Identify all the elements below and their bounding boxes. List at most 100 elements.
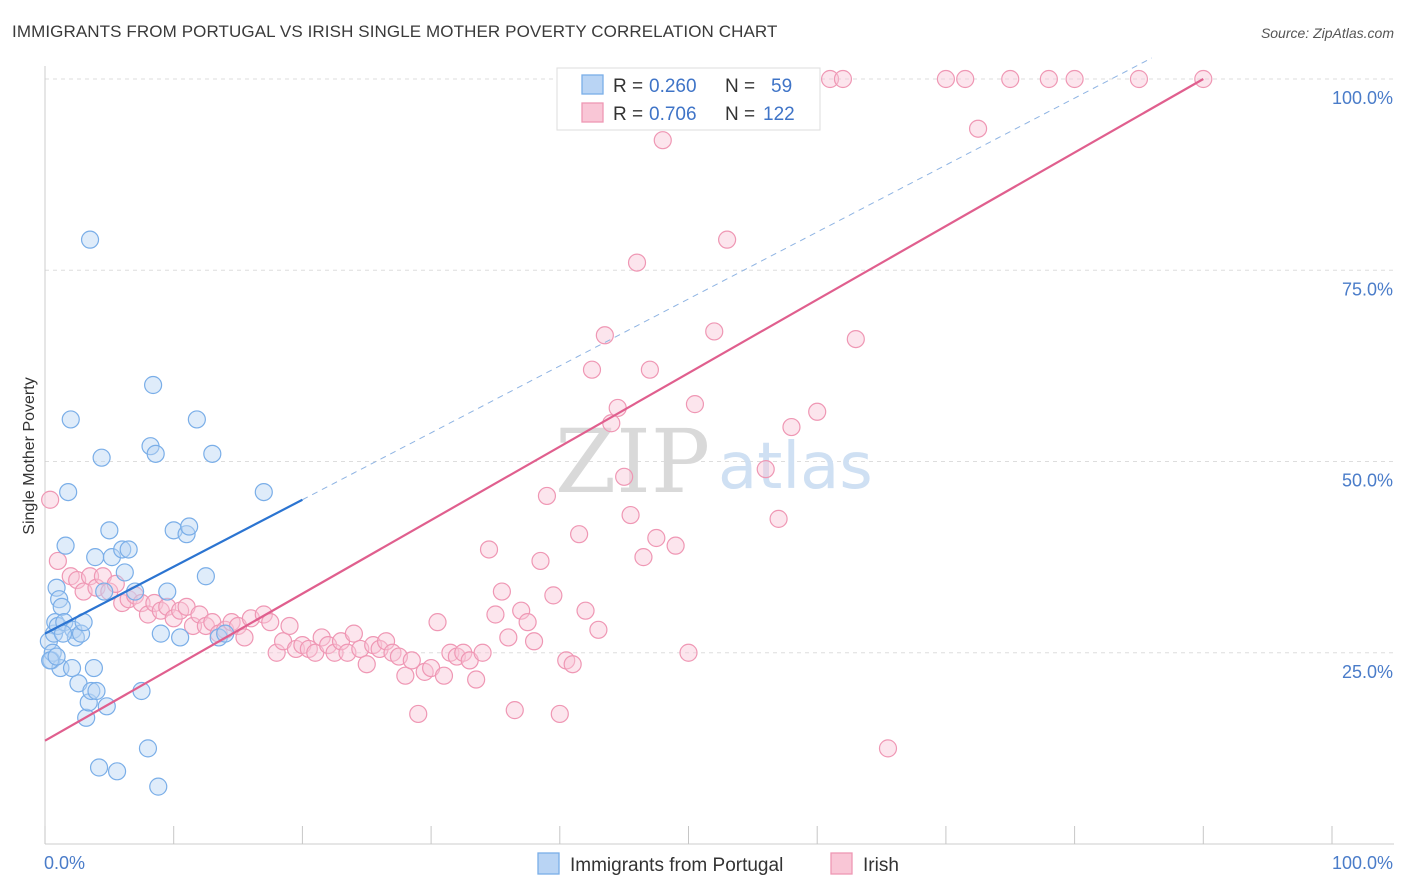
portugal-point	[158, 582, 177, 601]
irish-point	[968, 119, 988, 138]
portugal-point	[113, 540, 132, 559]
portugal-point	[47, 647, 66, 666]
axes	[44, 66, 1394, 845]
series-legend-swatch-irish	[830, 852, 853, 875]
legend-n-label-2: N =	[725, 104, 755, 125]
portugal-point	[119, 540, 138, 559]
portugal-point	[149, 777, 168, 796]
y-tick-label: 100.0%	[1332, 88, 1393, 108]
legend-n-label-1: N =	[725, 76, 755, 97]
series-legend-label-irish: Irish	[863, 855, 899, 876]
irish-point	[640, 360, 659, 379]
irish-point	[524, 632, 544, 651]
irish-point	[396, 666, 415, 685]
portugal-point	[56, 536, 75, 555]
irish-point	[183, 616, 203, 636]
legend-swatch-pink	[581, 102, 604, 123]
irish-point	[48, 551, 67, 571]
irish-point	[550, 704, 569, 724]
portugal-point	[84, 658, 104, 678]
irish-point	[409, 704, 428, 724]
portugal-point	[59, 483, 78, 502]
portugal-point	[196, 567, 215, 586]
irish-point	[1001, 69, 1020, 89]
irish-point	[280, 616, 299, 636]
irish-point	[479, 540, 499, 559]
irish-point	[402, 651, 421, 670]
portugal-point	[171, 628, 190, 647]
y-tick-label: 50.0%	[1342, 471, 1393, 491]
portugal-point	[61, 410, 80, 429]
irish-point	[531, 551, 550, 571]
irish-point	[325, 643, 344, 662]
watermark: ZIP atlas	[555, 410, 873, 513]
irish-point	[434, 666, 454, 685]
portugal-point	[92, 448, 111, 467]
irish-point	[808, 402, 827, 421]
stats-legend: R = 0.260 N = 59 R = 0.706 N = 122	[556, 67, 821, 131]
irish-point	[820, 69, 840, 89]
irish-point	[705, 322, 724, 341]
irish-point	[756, 460, 775, 479]
portugal-point	[151, 624, 170, 643]
irish-point	[80, 567, 100, 586]
legend-r-label-1: R =	[613, 76, 643, 97]
irish-point	[1039, 69, 1058, 89]
portugal-point	[87, 681, 106, 701]
chart-source: Source: ZipAtlas.com	[1260, 25, 1394, 41]
irish-point	[486, 605, 505, 624]
legend-r-label-2: R =	[613, 104, 643, 125]
irish-point	[621, 505, 640, 525]
x-tick-label: 0.0%	[44, 853, 85, 873]
chart-title: IMMIGRANTS FROM PORTUGAL VS IRISH SINGLE…	[12, 22, 778, 41]
portugal-point	[107, 762, 127, 781]
irish-point	[505, 701, 524, 720]
irish-point	[1065, 69, 1084, 89]
irish-point	[1129, 69, 1149, 89]
irish-point	[956, 69, 975, 89]
irish-point	[647, 528, 666, 548]
portugal-point	[146, 444, 165, 463]
portugal-point	[82, 681, 101, 701]
irish-point	[936, 69, 956, 89]
irish-point	[582, 360, 602, 379]
irish-point	[576, 601, 595, 620]
irish-point	[512, 601, 531, 620]
series-legend-swatch-portugal	[537, 852, 560, 875]
irish-point	[132, 593, 151, 613]
legend-r-value-2: 0.706	[649, 104, 697, 125]
watermark-zip: ZIP	[555, 410, 710, 513]
irish-point	[473, 643, 492, 662]
y-axis-label: Single Mother Poverty	[21, 377, 38, 534]
portugal-point	[100, 521, 119, 540]
grid-lines	[45, 78, 1394, 654]
irish-point	[499, 628, 518, 647]
portugal-point	[86, 548, 105, 567]
irish-point	[537, 486, 557, 506]
legend-r-value-1: 0.260	[649, 76, 697, 97]
portugal-point	[203, 444, 222, 463]
series-legend: Immigrants from Portugal Irish	[537, 852, 899, 876]
y-tick-labels: 25.0% 50.0% 75.0% 100.0%	[1332, 88, 1393, 682]
portugal-point	[71, 624, 91, 643]
portugal-point	[187, 410, 206, 429]
irish-point	[492, 582, 511, 601]
irish-point	[595, 326, 614, 345]
irish-point	[544, 586, 563, 605]
irish-point	[428, 613, 447, 632]
irish-point	[833, 69, 853, 89]
irish-point	[653, 131, 672, 150]
irish-point	[518, 613, 537, 632]
irish-point	[685, 395, 705, 414]
portugal-point	[62, 658, 82, 678]
portugal-point	[102, 548, 122, 567]
portugal-point	[138, 739, 158, 758]
irish-point	[769, 509, 788, 528]
irish-point	[563, 655, 582, 674]
portugal-point	[144, 375, 163, 395]
irish-point	[376, 632, 396, 651]
irish-point	[589, 620, 608, 639]
irish-point	[627, 253, 647, 272]
irish-point	[666, 536, 685, 555]
